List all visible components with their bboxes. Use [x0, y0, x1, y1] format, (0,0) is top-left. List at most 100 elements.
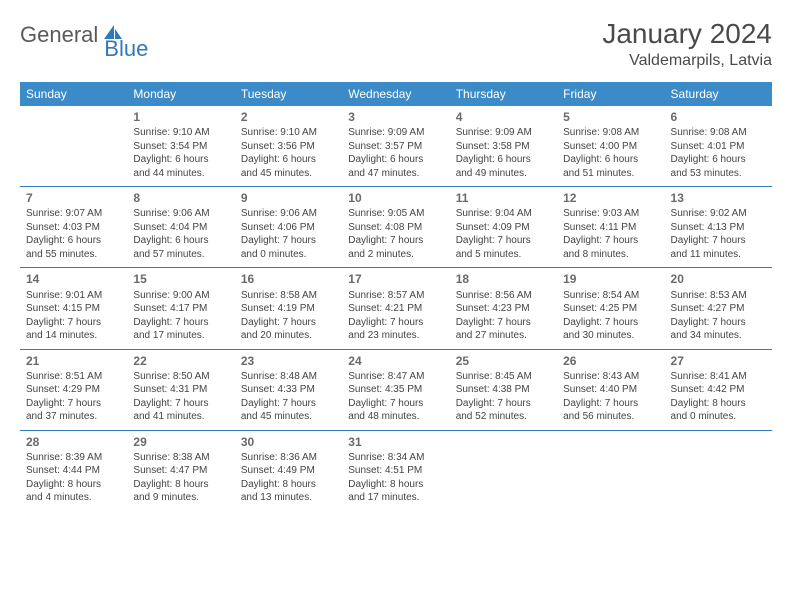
sunrise-text: Sunrise: 8:41 AM — [671, 370, 766, 384]
location: Valdemarpils, Latvia — [602, 52, 772, 70]
day-cell: 3Sunrise: 9:09 AMSunset: 3:57 PMDaylight… — [342, 106, 449, 187]
day-number: 26 — [563, 353, 658, 369]
sunrise-text: Sunrise: 8:56 AM — [456, 289, 551, 303]
day-number: 16 — [241, 271, 336, 287]
sunrise-text: Sunrise: 8:47 AM — [348, 370, 443, 384]
weekday-header: Sunday — [20, 82, 127, 106]
day-number: 7 — [26, 190, 121, 206]
week-row: 28Sunrise: 8:39 AMSunset: 4:44 PMDayligh… — [20, 431, 772, 511]
daylight-text: Daylight: 6 hours — [241, 153, 336, 167]
day-number: 24 — [348, 353, 443, 369]
daylight-text: and 11 minutes. — [671, 248, 766, 262]
logo-text-general: General — [20, 22, 98, 48]
day-cell — [557, 431, 664, 511]
daylight-text: and 9 minutes. — [133, 491, 228, 505]
daylight-text: Daylight: 6 hours — [133, 153, 228, 167]
sunset-text: Sunset: 4:49 PM — [241, 464, 336, 478]
day-number: 25 — [456, 353, 551, 369]
day-number: 20 — [671, 271, 766, 287]
day-cell: 11Sunrise: 9:04 AMSunset: 4:09 PMDayligh… — [450, 187, 557, 268]
sunset-text: Sunset: 4:21 PM — [348, 302, 443, 316]
sunset-text: Sunset: 4:33 PM — [241, 383, 336, 397]
day-cell: 9Sunrise: 9:06 AMSunset: 4:06 PMDaylight… — [235, 187, 342, 268]
sunrise-text: Sunrise: 9:02 AM — [671, 207, 766, 221]
daylight-text: and 30 minutes. — [563, 329, 658, 343]
daylight-text: Daylight: 7 hours — [348, 316, 443, 330]
sunrise-text: Sunrise: 8:39 AM — [26, 451, 121, 465]
day-number: 10 — [348, 190, 443, 206]
day-cell: 31Sunrise: 8:34 AMSunset: 4:51 PMDayligh… — [342, 431, 449, 511]
sunset-text: Sunset: 4:04 PM — [133, 221, 228, 235]
sunrise-text: Sunrise: 9:09 AM — [456, 126, 551, 140]
sunrise-text: Sunrise: 8:38 AM — [133, 451, 228, 465]
daylight-text: and 2 minutes. — [348, 248, 443, 262]
day-number: 8 — [133, 190, 228, 206]
sunrise-text: Sunrise: 8:54 AM — [563, 289, 658, 303]
day-cell: 22Sunrise: 8:50 AMSunset: 4:31 PMDayligh… — [127, 350, 234, 431]
daylight-text: Daylight: 7 hours — [456, 316, 551, 330]
day-number: 22 — [133, 353, 228, 369]
sunrise-text: Sunrise: 9:04 AM — [456, 207, 551, 221]
daylight-text: Daylight: 7 hours — [563, 316, 658, 330]
daylight-text: Daylight: 7 hours — [241, 234, 336, 248]
sunrise-text: Sunrise: 8:43 AM — [563, 370, 658, 384]
daylight-text: Daylight: 6 hours — [348, 153, 443, 167]
daylight-text: Daylight: 8 hours — [133, 478, 228, 492]
day-number: 4 — [456, 109, 551, 125]
day-cell: 23Sunrise: 8:48 AMSunset: 4:33 PMDayligh… — [235, 350, 342, 431]
week-row: 1Sunrise: 9:10 AMSunset: 3:54 PMDaylight… — [20, 106, 772, 187]
daylight-text: and 49 minutes. — [456, 167, 551, 181]
daylight-text: and 53 minutes. — [671, 167, 766, 181]
day-cell: 18Sunrise: 8:56 AMSunset: 4:23 PMDayligh… — [450, 268, 557, 349]
sunset-text: Sunset: 4:00 PM — [563, 140, 658, 154]
daylight-text: Daylight: 7 hours — [563, 397, 658, 411]
header: General Blue January 2024 Valdemarpils, … — [20, 18, 772, 70]
sunset-text: Sunset: 4:03 PM — [26, 221, 121, 235]
sunrise-text: Sunrise: 9:03 AM — [563, 207, 658, 221]
sunrise-text: Sunrise: 9:10 AM — [241, 126, 336, 140]
sunset-text: Sunset: 3:56 PM — [241, 140, 336, 154]
day-number: 19 — [563, 271, 658, 287]
weekday-header: Thursday — [450, 82, 557, 106]
day-number: 12 — [563, 190, 658, 206]
daylight-text: Daylight: 7 hours — [348, 234, 443, 248]
daylight-text: and 48 minutes. — [348, 410, 443, 424]
sunrise-text: Sunrise: 8:50 AM — [133, 370, 228, 384]
daylight-text: Daylight: 7 hours — [456, 397, 551, 411]
sunset-text: Sunset: 4:25 PM — [563, 302, 658, 316]
sunset-text: Sunset: 4:40 PM — [563, 383, 658, 397]
daylight-text: Daylight: 8 hours — [348, 478, 443, 492]
sunset-text: Sunset: 3:58 PM — [456, 140, 551, 154]
daylight-text: and 8 minutes. — [563, 248, 658, 262]
weekday-header: Wednesday — [342, 82, 449, 106]
daylight-text: and 27 minutes. — [456, 329, 551, 343]
sunrise-text: Sunrise: 8:36 AM — [241, 451, 336, 465]
day-cell: 8Sunrise: 9:06 AMSunset: 4:04 PMDaylight… — [127, 187, 234, 268]
day-cell: 29Sunrise: 8:38 AMSunset: 4:47 PMDayligh… — [127, 431, 234, 511]
day-cell: 26Sunrise: 8:43 AMSunset: 4:40 PMDayligh… — [557, 350, 664, 431]
sunset-text: Sunset: 4:17 PM — [133, 302, 228, 316]
day-number: 2 — [241, 109, 336, 125]
daylight-text: and 47 minutes. — [348, 167, 443, 181]
day-cell: 6Sunrise: 9:08 AMSunset: 4:01 PMDaylight… — [665, 106, 772, 187]
weekday-header-row: Sunday Monday Tuesday Wednesday Thursday… — [20, 82, 772, 106]
day-number: 28 — [26, 434, 121, 450]
day-cell: 15Sunrise: 9:00 AMSunset: 4:17 PMDayligh… — [127, 268, 234, 349]
sunset-text: Sunset: 4:01 PM — [671, 140, 766, 154]
daylight-text: and 0 minutes. — [671, 410, 766, 424]
daylight-text: Daylight: 8 hours — [671, 397, 766, 411]
sunset-text: Sunset: 4:47 PM — [133, 464, 228, 478]
daylight-text: Daylight: 7 hours — [26, 316, 121, 330]
daylight-text: Daylight: 6 hours — [133, 234, 228, 248]
sunrise-text: Sunrise: 9:09 AM — [348, 126, 443, 140]
day-cell: 7Sunrise: 9:07 AMSunset: 4:03 PMDaylight… — [20, 187, 127, 268]
sunset-text: Sunset: 4:51 PM — [348, 464, 443, 478]
day-cell: 17Sunrise: 8:57 AMSunset: 4:21 PMDayligh… — [342, 268, 449, 349]
day-cell: 21Sunrise: 8:51 AMSunset: 4:29 PMDayligh… — [20, 350, 127, 431]
weekday-header: Friday — [557, 82, 664, 106]
day-number: 3 — [348, 109, 443, 125]
daylight-text: Daylight: 7 hours — [348, 397, 443, 411]
sunrise-text: Sunrise: 8:48 AM — [241, 370, 336, 384]
sunrise-text: Sunrise: 9:05 AM — [348, 207, 443, 221]
daylight-text: Daylight: 7 hours — [563, 234, 658, 248]
